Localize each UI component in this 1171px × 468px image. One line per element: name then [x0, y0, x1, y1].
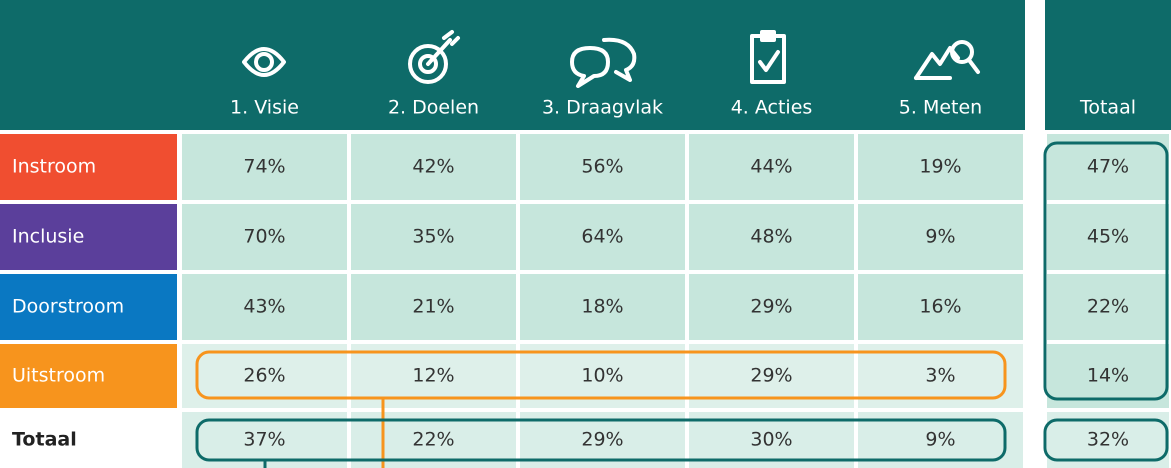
highlight-box	[195, 418, 1007, 462]
icons	[242, 30, 980, 88]
cell-value: 29%	[581, 429, 623, 451]
cell	[182, 274, 347, 340]
cell	[351, 134, 516, 200]
cell	[351, 274, 516, 340]
cell	[351, 204, 516, 270]
search-mountain-icon	[914, 40, 980, 80]
cell	[182, 204, 347, 270]
cell-value: 18%	[581, 296, 623, 318]
cell	[858, 274, 1023, 340]
highlight-box	[1043, 418, 1169, 462]
cell-value: 26%	[243, 365, 285, 387]
cell-value: 9%	[925, 429, 955, 451]
cell	[858, 204, 1023, 270]
highlight-box	[195, 350, 1007, 400]
cell-value: 12%	[412, 365, 454, 387]
row-label-cell	[0, 204, 177, 270]
cell	[858, 134, 1023, 200]
cell-value: 56%	[581, 156, 623, 178]
cell-value: 14%	[1087, 365, 1129, 387]
cell-value: 47%	[1087, 156, 1129, 178]
cell	[1047, 274, 1169, 340]
cell-value: 44%	[750, 156, 792, 178]
column-header: Totaal	[1079, 97, 1136, 119]
cell-value: 70%	[243, 226, 285, 248]
cell-value: 9%	[925, 226, 955, 248]
cell-value: 29%	[750, 296, 792, 318]
cell-value: 32%	[1087, 429, 1129, 451]
cell-value: 37%	[243, 429, 285, 451]
cell	[1047, 134, 1169, 200]
column-header: 4. Acties	[731, 97, 813, 119]
column-header: 1. Visie	[230, 97, 299, 119]
cell-value: 10%	[581, 365, 623, 387]
header-band	[0, 0, 1025, 130]
cell-value: 19%	[919, 156, 961, 178]
cell	[182, 134, 347, 200]
cell	[1047, 344, 1169, 408]
cell	[689, 134, 854, 200]
row-label: Inclusie	[12, 226, 84, 248]
highlight-box	[1043, 141, 1169, 401]
cell-value: 42%	[412, 156, 454, 178]
cell	[689, 274, 854, 340]
header-band	[1045, 0, 1171, 130]
cell	[520, 274, 685, 340]
cell-value: 45%	[1087, 226, 1129, 248]
cell-value: 35%	[412, 226, 454, 248]
cell-value: 29%	[750, 365, 792, 387]
row-label: Totaal	[12, 429, 77, 451]
eye-icon	[242, 47, 286, 77]
cell-value: 48%	[750, 226, 792, 248]
cell-value: 3%	[925, 365, 955, 387]
column-header: 3. Draagvlak	[542, 97, 663, 119]
column-header: 5. Meten	[899, 97, 982, 119]
cell-value: 21%	[412, 296, 454, 318]
target-icon	[408, 30, 460, 84]
row-label-cell	[0, 412, 177, 468]
row-label-cell	[0, 344, 177, 408]
cell	[520, 134, 685, 200]
cell-value: 64%	[581, 226, 623, 248]
row-label: Uitstroom	[12, 365, 105, 387]
cell	[1047, 204, 1169, 270]
cell-value: 30%	[750, 429, 792, 451]
row-label-cell	[0, 134, 177, 200]
cell-value: 22%	[412, 429, 454, 451]
cell	[689, 204, 854, 270]
row-label: Instroom	[12, 156, 96, 178]
cell-value: 22%	[1087, 296, 1129, 318]
column-header: 2. Doelen	[388, 97, 479, 119]
cell-value: 16%	[919, 296, 961, 318]
speech-icon	[570, 37, 637, 88]
row-label-cell	[0, 274, 177, 340]
cell-value: 43%	[243, 296, 285, 318]
cell	[520, 204, 685, 270]
row-label: Doorstroom	[12, 296, 124, 318]
clipboard-icon	[750, 30, 786, 84]
cell-value: 74%	[243, 156, 285, 178]
